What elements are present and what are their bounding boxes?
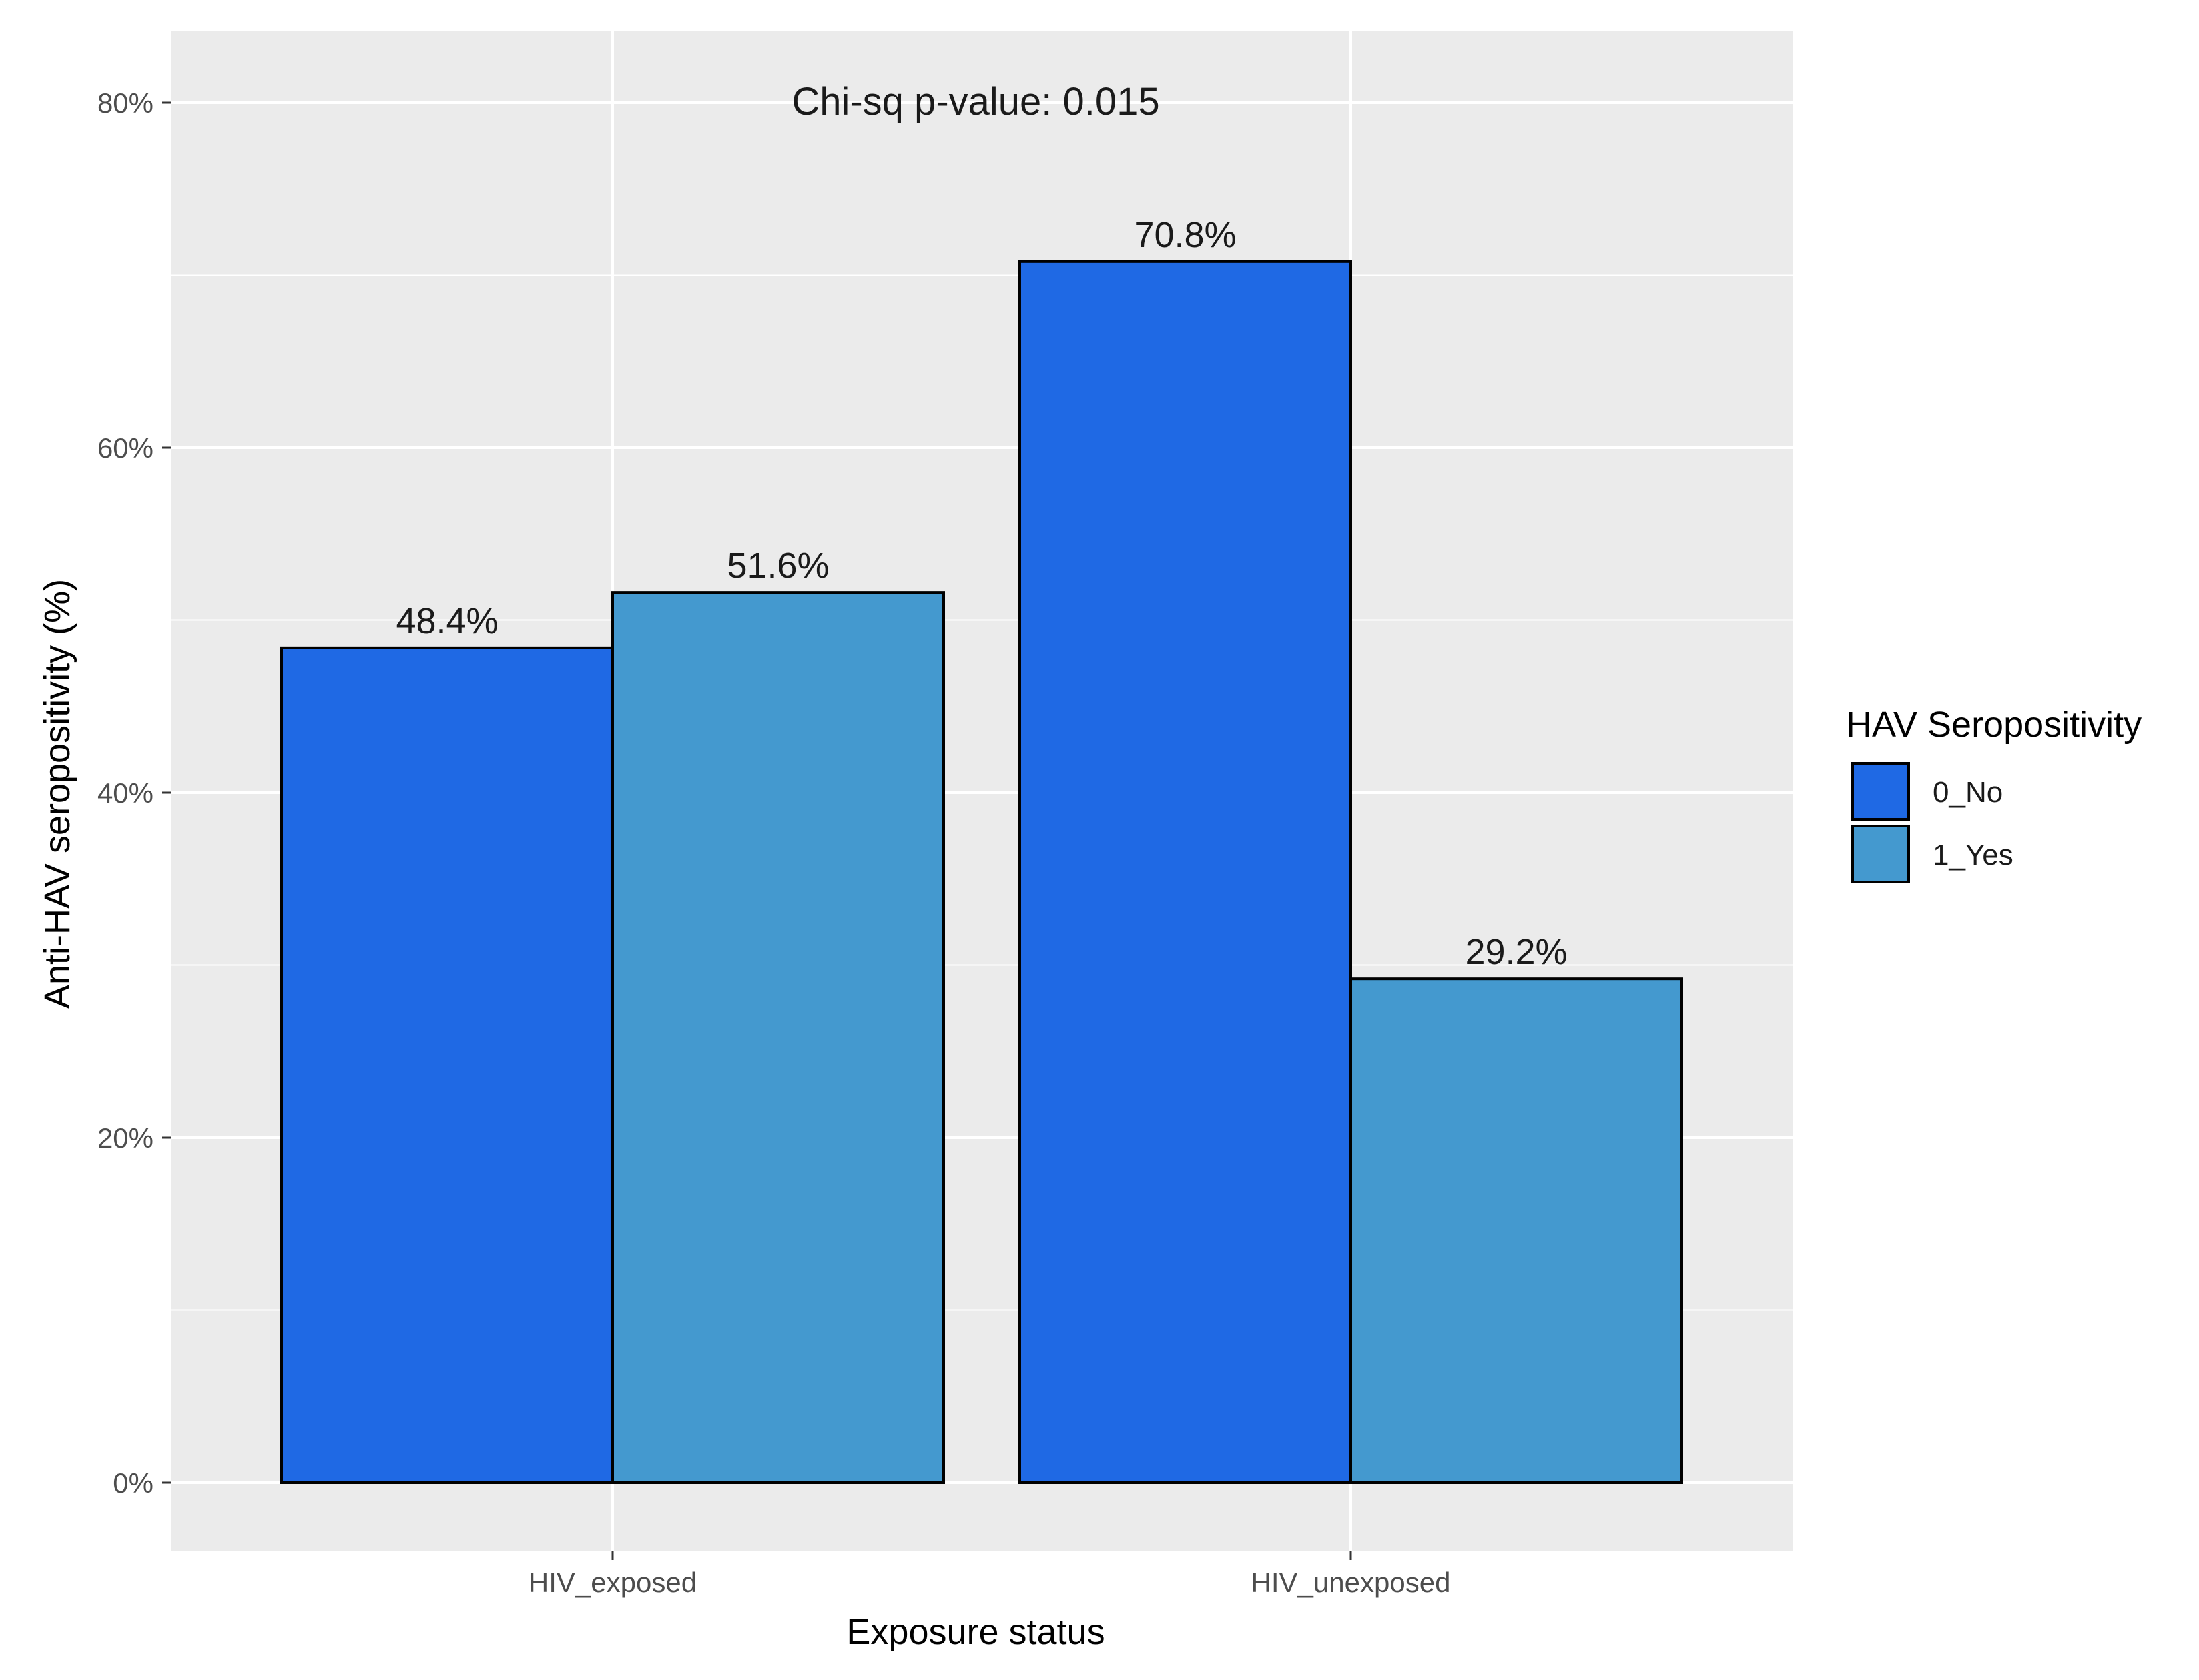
bar xyxy=(1349,977,1683,1485)
y-tick-label: 80% xyxy=(97,87,153,119)
bar-value-label: 48.4% xyxy=(396,601,498,641)
bar xyxy=(280,646,614,1484)
legend-key-swatch xyxy=(1851,762,1910,821)
bar-value-label: 51.6% xyxy=(727,546,829,586)
x-tick-label: HIV_unexposed xyxy=(1251,1567,1451,1598)
bar xyxy=(611,591,945,1484)
x-axis-title: Exposure status xyxy=(846,1612,1105,1652)
bar xyxy=(1018,260,1352,1485)
y-tick-label: 20% xyxy=(97,1122,153,1154)
x-axis: HIV_exposed HIV_unexposed xyxy=(529,1551,1451,1598)
p-value-annotation: Chi-sq p-value: 0.015 xyxy=(792,80,1159,123)
bar-labels-group: 48.4% 51.6% 70.8% 29.2% xyxy=(396,215,1567,972)
bar-value-label: 70.8% xyxy=(1134,215,1236,255)
x-tick-label: HIV_exposed xyxy=(529,1567,697,1598)
legend-key-label: 0_No xyxy=(1933,776,2003,809)
y-tick-label: 0% xyxy=(113,1467,153,1499)
legend: HAV Seropositivity 0_No 1_Yes xyxy=(1846,705,2142,883)
y-axis-title: Anti-HAV seropositivity (%) xyxy=(37,579,77,1009)
bar-value-label: 29.2% xyxy=(1465,932,1567,972)
legend-title: HAV Seropositivity xyxy=(1846,705,2142,745)
y-tick-label: 40% xyxy=(97,777,153,809)
y-axis: 0% 20% 40% 60% 80% xyxy=(97,87,171,1499)
legend-key-swatch xyxy=(1851,825,1910,883)
bars-group xyxy=(280,260,1683,1485)
legend-key-label: 1_Yes xyxy=(1933,839,2013,871)
y-tick-label: 60% xyxy=(97,432,153,464)
